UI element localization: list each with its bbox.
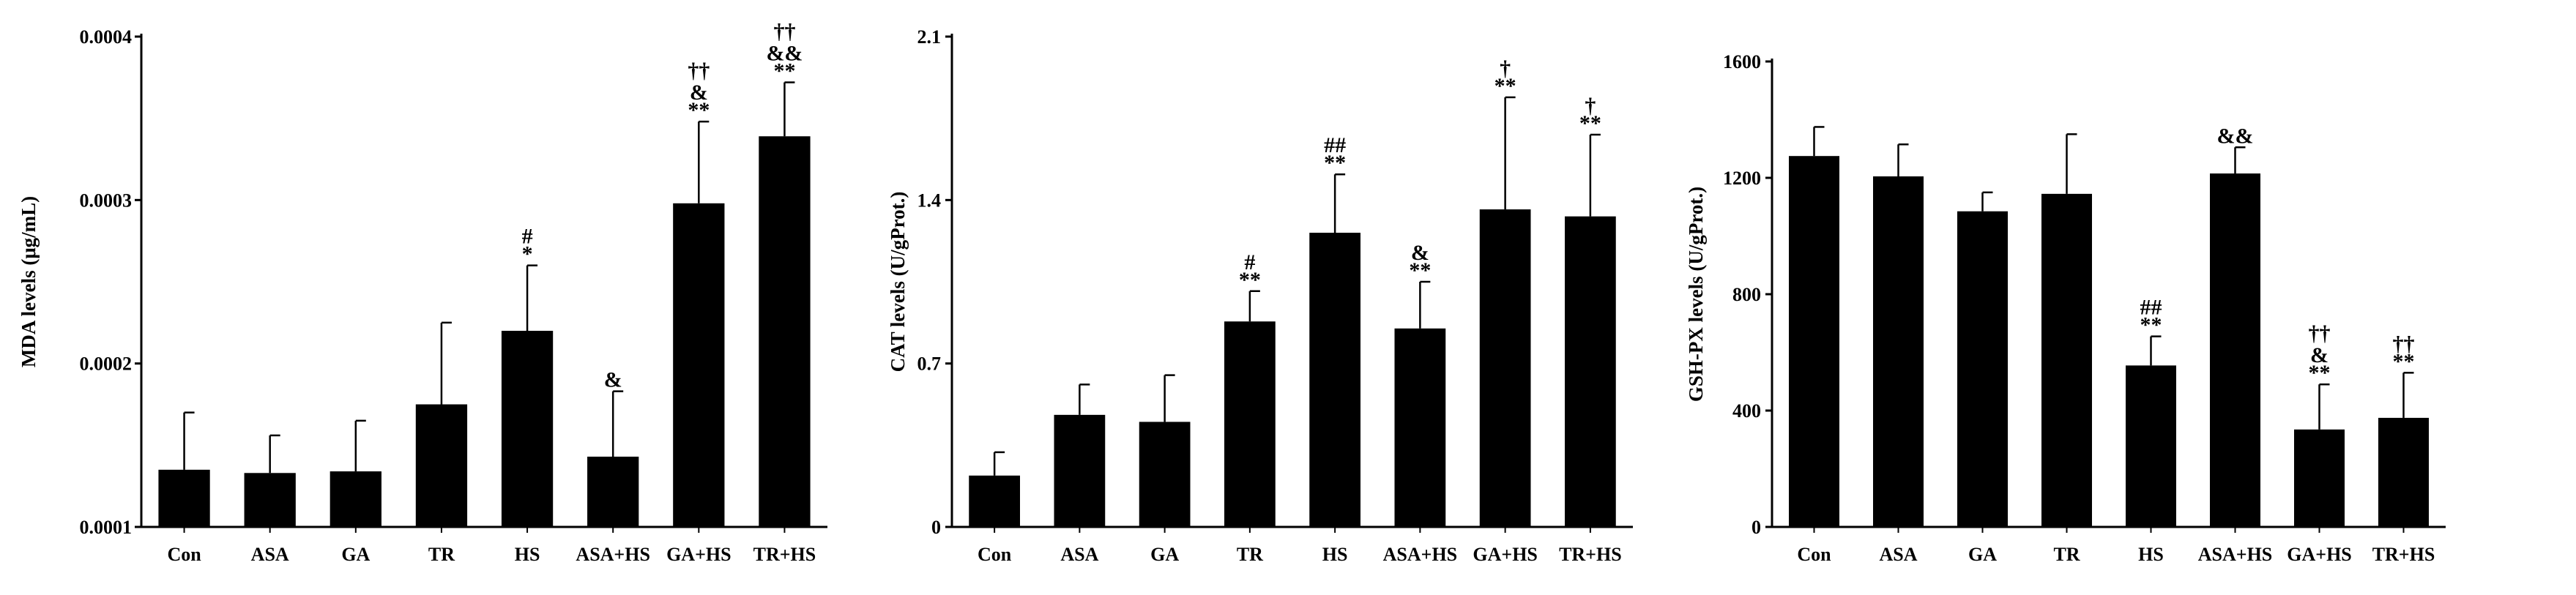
cat-x-tick-label-asa: ASA: [1060, 544, 1098, 565]
gshpx-y-tick-label: 1200: [1723, 168, 1761, 189]
gshpx-y-tick-label: 0: [1752, 517, 1761, 538]
cat-y-tick-label: 1.4: [917, 190, 942, 211]
gshpx-significance-asa-plus-hs: &&: [2217, 124, 2254, 148]
cat-x-tick-label-tr-plus-hs: TR+HS: [1559, 544, 1622, 565]
mda-x-tick-label-ga: GA: [341, 544, 370, 565]
mda-significance-ga-plus-hs: **: [688, 98, 710, 122]
gshpx-bar-asa-plus-hs: [2210, 173, 2260, 527]
cat-bar-asa: [1054, 414, 1106, 527]
cat-significance-tr: #: [1244, 250, 1255, 274]
mda-bar-ga-plus-hs: [673, 203, 725, 527]
gshpx-significance-tr-plus-hs: **: [2393, 349, 2415, 373]
gshpx-bar-tr: [2041, 193, 2092, 527]
mda-x-tick-label-asa: ASA: [251, 544, 289, 565]
gshpx-y-tick-label: 400: [1732, 400, 1761, 422]
gshpx-significance-tr-plus-hs: ††: [2393, 332, 2415, 356]
cat-x-tick-label-tr: TR: [1237, 544, 1263, 565]
mda-x-tick-label-tr: TR: [428, 544, 455, 565]
cat-significance-hs: **: [1324, 151, 1346, 175]
cat-x-tick-label-ga: GA: [1150, 544, 1179, 565]
gshpx-significance-hs: ##: [2140, 296, 2162, 320]
gshpx-bar-hs: [2126, 365, 2176, 527]
gshpx-x-tick-label-hs: HS: [2138, 544, 2164, 565]
mda-significance-tr-plus-hs: &&: [766, 42, 803, 66]
cat-significance-asa-plus-hs: &: [1411, 241, 1429, 265]
gshpx-y-tick-label: 1600: [1723, 51, 1761, 72]
gshpx-significance-ga-plus-hs: **: [2309, 361, 2331, 385]
gshpx-x-tick-label-con: Con: [1797, 544, 1831, 565]
cat-bar-ga-plus-hs: [1479, 209, 1531, 527]
gshpx-x-tick-label-asa-plus-hs: ASA+HS: [2198, 544, 2273, 565]
cat-bar-tr: [1224, 321, 1276, 527]
mda-y-tick-label: 0.0001: [80, 517, 133, 538]
mda-significance-ga-plus-hs: ††: [688, 59, 710, 83]
cat-bar-hs: [1309, 233, 1360, 527]
gshpx-significance-ga-plus-hs: &: [2310, 343, 2329, 367]
gshpx-x-tick-label-asa: ASA: [1879, 544, 1917, 565]
gshpx-y-tick-label: 800: [1732, 284, 1761, 305]
gshpx-x-tick-label-ga-plus-hs: GA+HS: [2287, 544, 2352, 565]
mda-x-tick-label-asa-plus-hs: ASA+HS: [576, 544, 650, 565]
cat-x-tick-label-ga-plus-hs: GA+HS: [1473, 544, 1538, 565]
mda-significance-tr-plus-hs: **: [773, 59, 795, 83]
gshpx-y-axis-title: GSH-PX levels (U/gProt.): [1685, 187, 1707, 402]
mda-y-axis-title: MDA levels (μg/mL): [18, 196, 40, 367]
cat-bar-asa-plus-hs: [1394, 328, 1446, 527]
mda-x-tick-label-tr-plus-hs: TR+HS: [753, 544, 816, 565]
mda-significance-tr-plus-hs: ††: [773, 20, 795, 44]
mda-x-tick-label-ga-plus-hs: GA+HS: [666, 544, 732, 565]
gshpx-bar-asa: [1873, 176, 1924, 527]
gshpx-bar-ga: [1957, 211, 2008, 527]
gshpx-bar-tr-plus-hs: [2378, 417, 2429, 527]
cat-significance-tr-plus-hs: **: [1579, 111, 1601, 135]
mda-bar-ga: [330, 471, 381, 527]
cat-y-tick-label: 2.1: [917, 26, 942, 48]
cat-significance-asa-plus-hs: **: [1409, 258, 1431, 282]
mda-y-tick-label: 0.0003: [80, 190, 133, 211]
mda-x-tick-label-hs: HS: [515, 544, 540, 565]
cat-significance-tr: **: [1239, 268, 1261, 292]
mda-panel: 0.0001 0.0002 0.0003 0.0004 MDA levels (μg/m…: [18, 20, 827, 565]
gshpx-x-tick-label-tr-plus-hs: TR+HS: [2372, 544, 2435, 565]
mda-x-tick-label-con: Con: [167, 544, 201, 565]
gshpx-x-tick-label-ga: GA: [1968, 544, 1997, 565]
mda-significance-ga-plus-hs: &: [690, 81, 708, 105]
mda-bar-asa-plus-hs: [587, 456, 639, 527]
mda-bar-tr: [415, 404, 468, 527]
mda-y-tick-label: 0.0002: [80, 353, 133, 375]
cat-significance-hs: ##: [1324, 133, 1346, 157]
mda-y-tick-label: 0.0004: [80, 26, 133, 48]
mda-significance-hs: *: [522, 242, 533, 266]
cat-bar-con: [969, 475, 1020, 527]
mda-significance-hs: #: [522, 225, 533, 249]
gshpx-significance-hs: **: [2140, 313, 2162, 337]
mda-bar-asa: [244, 473, 296, 527]
cat-bar-ga: [1139, 422, 1191, 527]
gshpx-bar-ga-plus-hs: [2294, 429, 2345, 527]
gshpx-panel: 0 400 800 1200 1600 GSH-PX levels (U/gProt.) C…: [1685, 51, 2446, 565]
cat-x-tick-label-hs: HS: [1322, 544, 1348, 565]
cat-y-tick-label: 0: [931, 517, 941, 538]
cat-panel: 0 0.7 1.4 2.1 CAT levels (U/gProt.) Con ASA GA T…: [887, 26, 1633, 565]
gshpx-bar-con: [1789, 156, 1839, 527]
mda-significance-asa-plus-hs: &: [604, 368, 622, 392]
cat-significance-ga-plus-hs: **: [1494, 74, 1516, 98]
mda-bar-hs: [501, 331, 554, 527]
cat-y-axis-title: CAT levels (U/gProt.): [887, 192, 909, 373]
gshpx-x-tick-label-tr: TR: [2053, 544, 2080, 565]
mda-bar-con: [158, 469, 210, 527]
cat-y-tick-label: 0.7: [917, 353, 942, 375]
cat-significance-tr-plus-hs: †: [1585, 94, 1596, 118]
cat-x-tick-label-asa-plus-hs: ASA+HS: [1383, 544, 1458, 565]
cat-significance-ga-plus-hs: †: [1500, 56, 1511, 81]
mda-bar-tr-plus-hs: [759, 136, 811, 527]
cat-x-tick-label-con: Con: [978, 544, 1012, 565]
gshpx-significance-ga-plus-hs: ††: [2309, 321, 2331, 345]
cat-bar-tr-plus-hs: [1565, 216, 1616, 527]
